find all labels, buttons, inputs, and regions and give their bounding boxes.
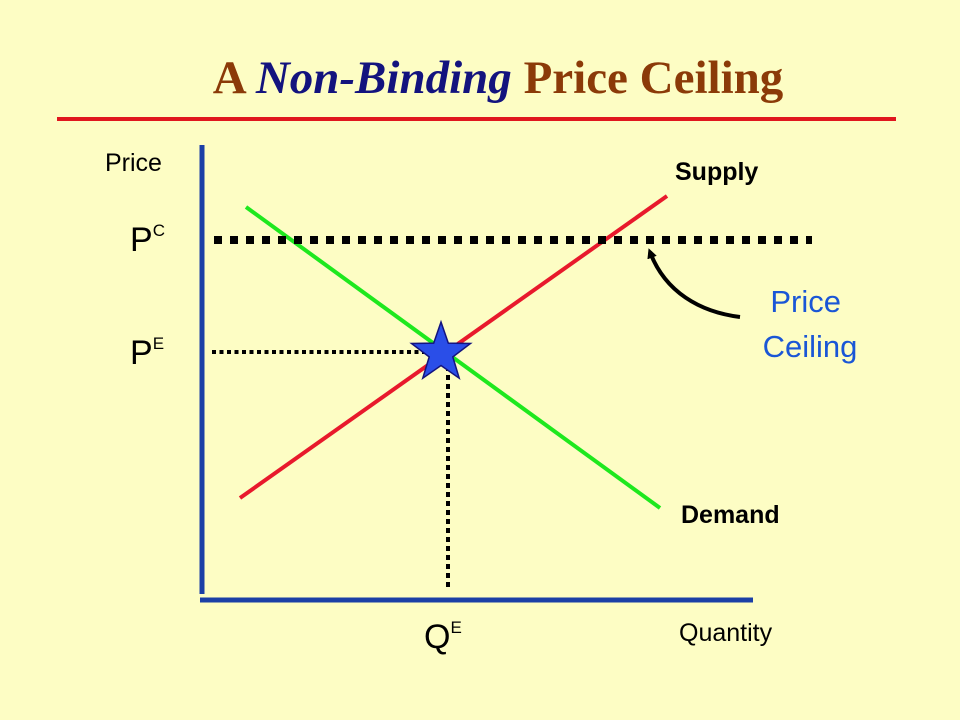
title-part-1: A [213,52,256,104]
slide-title: A Non-Binding Price Ceiling [213,52,784,104]
supply-label: Supply [675,158,758,186]
annotation-line-2: Ceiling [763,329,858,364]
equilibrium-quantity-symbol: QE [424,618,462,656]
equilibrium-price-symbol: PE [130,334,164,372]
equilibrium-price-symbol-sub: E [153,334,164,353]
price-ceiling-symbol: PC [130,221,165,259]
equilibrium-price-symbol-main: P [130,334,153,372]
annotation-line-1: Price [770,284,841,319]
price-ceiling-annotation: Price Ceiling [763,284,858,364]
title-part-2: Non-Binding [255,52,512,104]
demand-label: Demand [681,501,780,529]
x-axis-label: Quantity [679,619,773,647]
equilibrium-quantity-symbol-sub: E [450,618,461,637]
price-ceiling-symbol-sub: C [153,221,165,240]
equilibrium-star-icon [409,319,473,381]
title-part-3: Price Ceiling [512,52,784,104]
equilibrium-quantity-symbol-main: Q [424,618,450,656]
y-axis-label: Price [105,149,162,177]
price-ceiling-symbol-main: P [130,221,153,259]
curved-arrow-icon [647,248,741,319]
